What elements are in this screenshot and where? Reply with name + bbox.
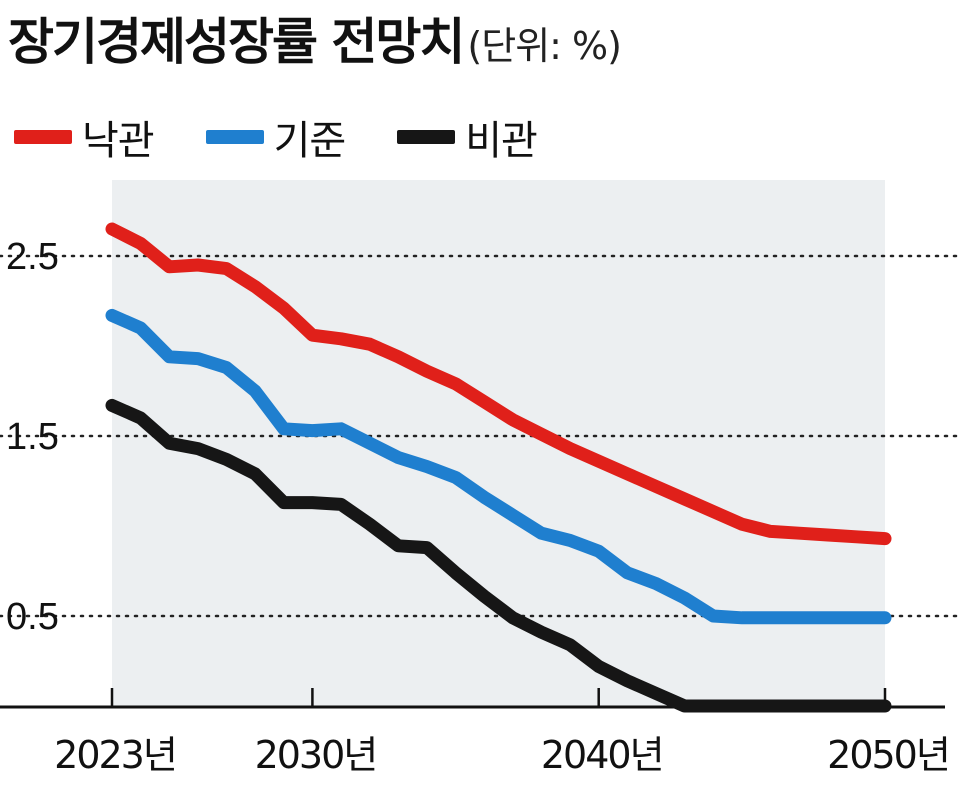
legend-item-pessimistic: 비관 [397,108,538,166]
legend-label-baseline: 기준 [273,118,347,164]
legend-item-baseline: 기준 [205,108,347,166]
line-series-pessimistic [105,398,892,713]
y-tick-label: 0.5 [6,596,59,638]
y-tick-label: 2.5 [6,236,59,278]
x-tick-label: 2030년 [255,733,377,777]
line-series-optimistic [105,222,892,546]
line-series-baseline [105,308,892,625]
x-tick-label: 2050년 [827,733,949,777]
legend-item-optimistic: 낙관 [14,108,155,166]
x-tick-label: 2023년 [54,733,176,777]
legend-label-pessimistic: 비관 [465,118,538,164]
x-tick-label: 2040년 [541,733,663,777]
legend: 낙관 기준 비관 [14,108,589,166]
chart-title: 장기경제성장률 전망치 [8,13,465,71]
plot-area-background [112,180,885,706]
unit-label: (단위: %) [467,24,622,68]
legend-label-optimistic: 낙관 [82,118,155,164]
legend-swatch-pessimistic [397,130,456,144]
legend-swatch-optimistic [14,130,72,144]
legend-swatch-baseline [205,130,264,144]
chart-title-row: 장기경제성장률 전망치 (단위: %) [8,2,622,74]
y-tick-label: 1.5 [6,416,59,458]
